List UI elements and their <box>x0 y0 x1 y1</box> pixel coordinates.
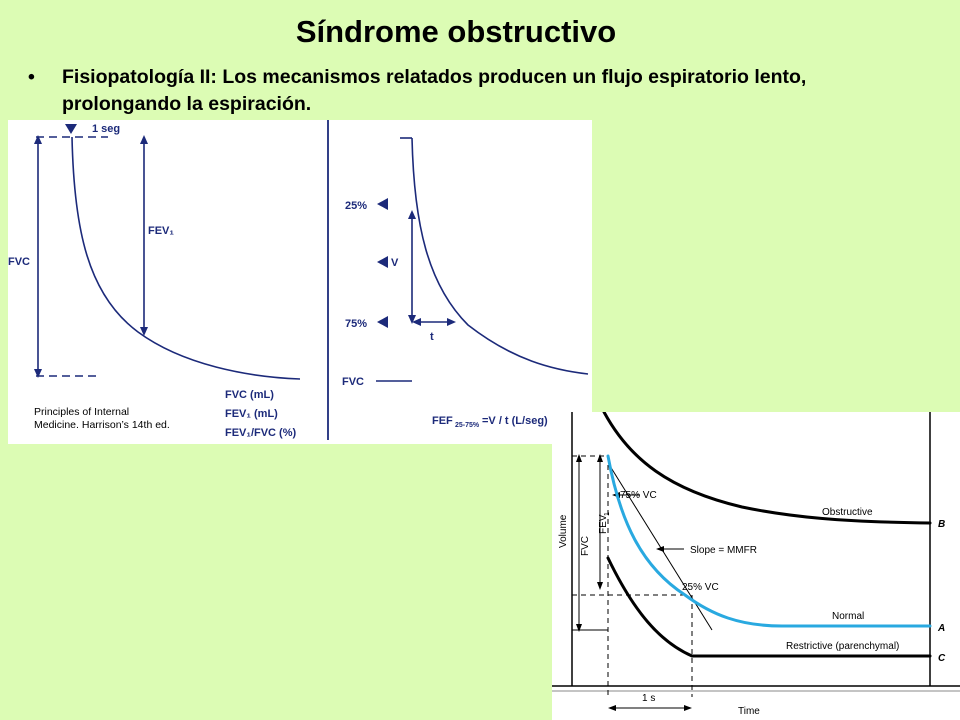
fef-formula-suffix: =V / t (L/seg) <box>482 415 548 427</box>
bullet-marker: • <box>28 66 35 88</box>
slide-title: Síndrome obstructivo <box>295 14 617 49</box>
label-fvc-panel2: FVC <box>342 376 364 388</box>
volume-time-figure: Volume FVC FEV 1 75% VC Slope = MMFR 25%… <box>552 412 960 720</box>
fev1-subscript: 1 <box>604 512 611 516</box>
letter-c: C <box>938 653 946 664</box>
restrictive-curve <box>606 556 932 658</box>
label-25-percent: 25% <box>345 200 367 212</box>
fvc-arrow-head-top <box>576 454 582 462</box>
fvc-arrow-head-top <box>34 135 42 144</box>
letter-b: B <box>938 519 945 530</box>
label-75vc: 75% VC <box>620 490 657 501</box>
expiration-curve-2 <box>411 137 589 375</box>
label-slope: Slope = MMFR <box>690 545 757 556</box>
figure-credit: Principles of Internal Medicine. Harriso… <box>34 406 170 432</box>
fef-formula-subscript: 25-75% <box>455 422 480 429</box>
fvc-label: FVC <box>8 256 30 268</box>
legend-fvc: FVC (mL) <box>225 389 274 401</box>
label-t: t <box>430 331 434 343</box>
fev1-arrow-head-bottom <box>597 582 603 590</box>
fvc-arrow-head-bottom <box>576 624 582 632</box>
spirometry-diagrams: 1 seg FEV₁ FVC FVC (mL) FEV₁ (mL) FEV₁/F… <box>8 120 589 440</box>
label-restrictive: Restrictive (parenchymal) <box>786 641 899 652</box>
label-75-percent: 75% <box>345 318 367 330</box>
fvc-label: FVC <box>580 536 591 556</box>
legend-ratio: FEV₁/FVC (%) <box>225 427 296 439</box>
fef-formula-prefix: FEF <box>432 415 453 427</box>
marker-v-icon <box>377 256 388 268</box>
obstructive-curve <box>602 412 932 525</box>
label-one-second: 1 s <box>642 693 655 704</box>
panel-fev1-fvc <box>34 120 329 440</box>
fev1-label: FEV <box>598 514 609 534</box>
credit-line-2: Medicine. Harrison’s 14th ed. <box>34 419 170 431</box>
marker-75-icon <box>377 316 388 328</box>
bullet-text: Fisiopatología II: Los mecanismos relata… <box>62 66 807 115</box>
expiration-curve-1 <box>71 136 301 380</box>
volume-time-diagram: Volume FVC FEV 1 75% VC Slope = MMFR 25%… <box>552 412 960 717</box>
fev1-arrow-head-top <box>140 135 148 144</box>
label-v: V <box>391 257 399 269</box>
letter-a: A <box>937 623 945 634</box>
x-axis-label: Time <box>738 706 760 717</box>
label-25vc: 25% VC <box>682 582 719 593</box>
credit-line-1: Principles of Internal <box>34 406 130 418</box>
marker-25-icon <box>377 198 388 210</box>
fev1-arrow-head-bottom <box>140 327 148 336</box>
one-second-label: 1 seg <box>92 123 120 135</box>
one-second-marker-icon <box>65 124 77 134</box>
t-arrow-head-left <box>412 318 421 326</box>
fev1-arrow-head-top <box>597 454 603 462</box>
normal-curve <box>606 454 932 628</box>
one-second-arrow-right <box>684 705 692 711</box>
panel-fef <box>376 137 589 382</box>
fvc-arrow-head-bottom <box>34 369 42 378</box>
label-normal: Normal <box>832 611 864 622</box>
y-axis-label: Volume <box>558 514 569 548</box>
t-arrow-head-right <box>447 318 456 326</box>
spirometry-figure-harrison: 1 seg FEV₁ FVC FVC (mL) FEV₁ (mL) FEV₁/F… <box>8 120 592 444</box>
v-arrow-head-bottom <box>408 315 416 324</box>
fev1-label: FEV₁ <box>148 225 174 237</box>
label-obstructive: Obstructive <box>822 507 873 518</box>
pointer-slope-head <box>656 546 664 552</box>
legend-fev1: FEV₁ (mL) <box>225 408 278 420</box>
v-arrow-head-top <box>408 210 416 219</box>
one-second-arrow-left <box>608 705 616 711</box>
